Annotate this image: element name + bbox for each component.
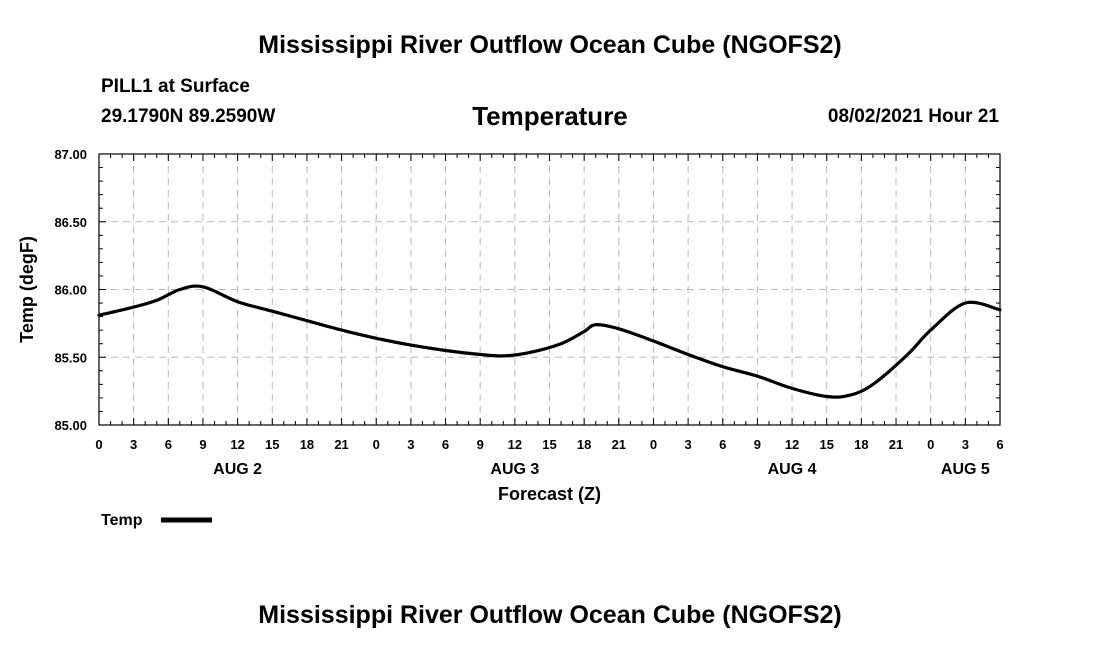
x-tick-label: 0 [650, 437, 657, 452]
x-tick-label: 6 [165, 437, 172, 452]
y-tick-label: 86.00 [54, 283, 87, 298]
day-label: AUG 3 [490, 461, 539, 478]
x-tick-label: 3 [684, 437, 691, 452]
y-tick-label: 87.00 [54, 147, 87, 162]
y-tick-label: 85.00 [54, 418, 87, 433]
x-tick-label: 0 [95, 437, 102, 452]
x-tick-label: 9 [199, 437, 206, 452]
x-tick-label: 6 [442, 437, 449, 452]
x-tick-label: 3 [407, 437, 414, 452]
legend: Temp [101, 512, 212, 529]
x-tick-label: 0 [927, 437, 934, 452]
y-tick-label: 86.50 [54, 215, 87, 230]
y-tick-label: 85.50 [54, 350, 87, 365]
page-title: Mississippi River Outflow Ocean Cube (NG… [258, 31, 842, 59]
x-tick-label: 12 [508, 437, 522, 452]
footer-title: Mississippi River Outflow Ocean Cube (NG… [258, 601, 842, 629]
x-tick-label: 12 [785, 437, 799, 452]
x-tick-label: 15 [265, 437, 279, 452]
temp-series-line [97, 284, 1002, 399]
x-tick-label: 3 [130, 437, 137, 452]
axis-ticks [98, 153, 1001, 426]
x-axis-title: Forecast (Z) [498, 484, 601, 504]
x-tick-label: 6 [996, 437, 1003, 452]
x-tick-label: 18 [577, 437, 591, 452]
x-tick-label: 15 [542, 437, 556, 452]
station-label: PILL1 at Surface [101, 76, 250, 97]
station-coordinates: 29.1790N 89.2590W [101, 106, 276, 127]
x-tick-label: 18 [854, 437, 868, 452]
x-tick-label: 18 [300, 437, 314, 452]
x-tick-label: 21 [612, 437, 626, 452]
x-tick-label: 6 [719, 437, 726, 452]
x-tick-label: 12 [230, 437, 244, 452]
x-tick-label: 21 [889, 437, 903, 452]
x-tick-label: 9 [477, 437, 484, 452]
x-tick-label: 9 [754, 437, 761, 452]
forecast-datetime: 08/02/2021 Hour 21 [827, 106, 999, 127]
axis-labels: 85.00 85.50 86.00 86.50 87.00 0 3 6 9 12 15 18 21 0 3 6… [54, 147, 1003, 478]
grid [99, 154, 1000, 425]
chart-title: Temperature [472, 101, 628, 131]
x-tick-label: 0 [373, 437, 380, 452]
y-axis-title: Temp (degF) [17, 236, 37, 343]
legend-label: Temp [101, 512, 143, 529]
x-tick-label: 15 [819, 437, 833, 452]
day-label: AUG 5 [941, 461, 990, 478]
x-tick-label: 3 [962, 437, 969, 452]
day-label: AUG 4 [768, 461, 817, 478]
day-label: AUG 2 [213, 461, 262, 478]
x-tick-label: 21 [334, 437, 348, 452]
